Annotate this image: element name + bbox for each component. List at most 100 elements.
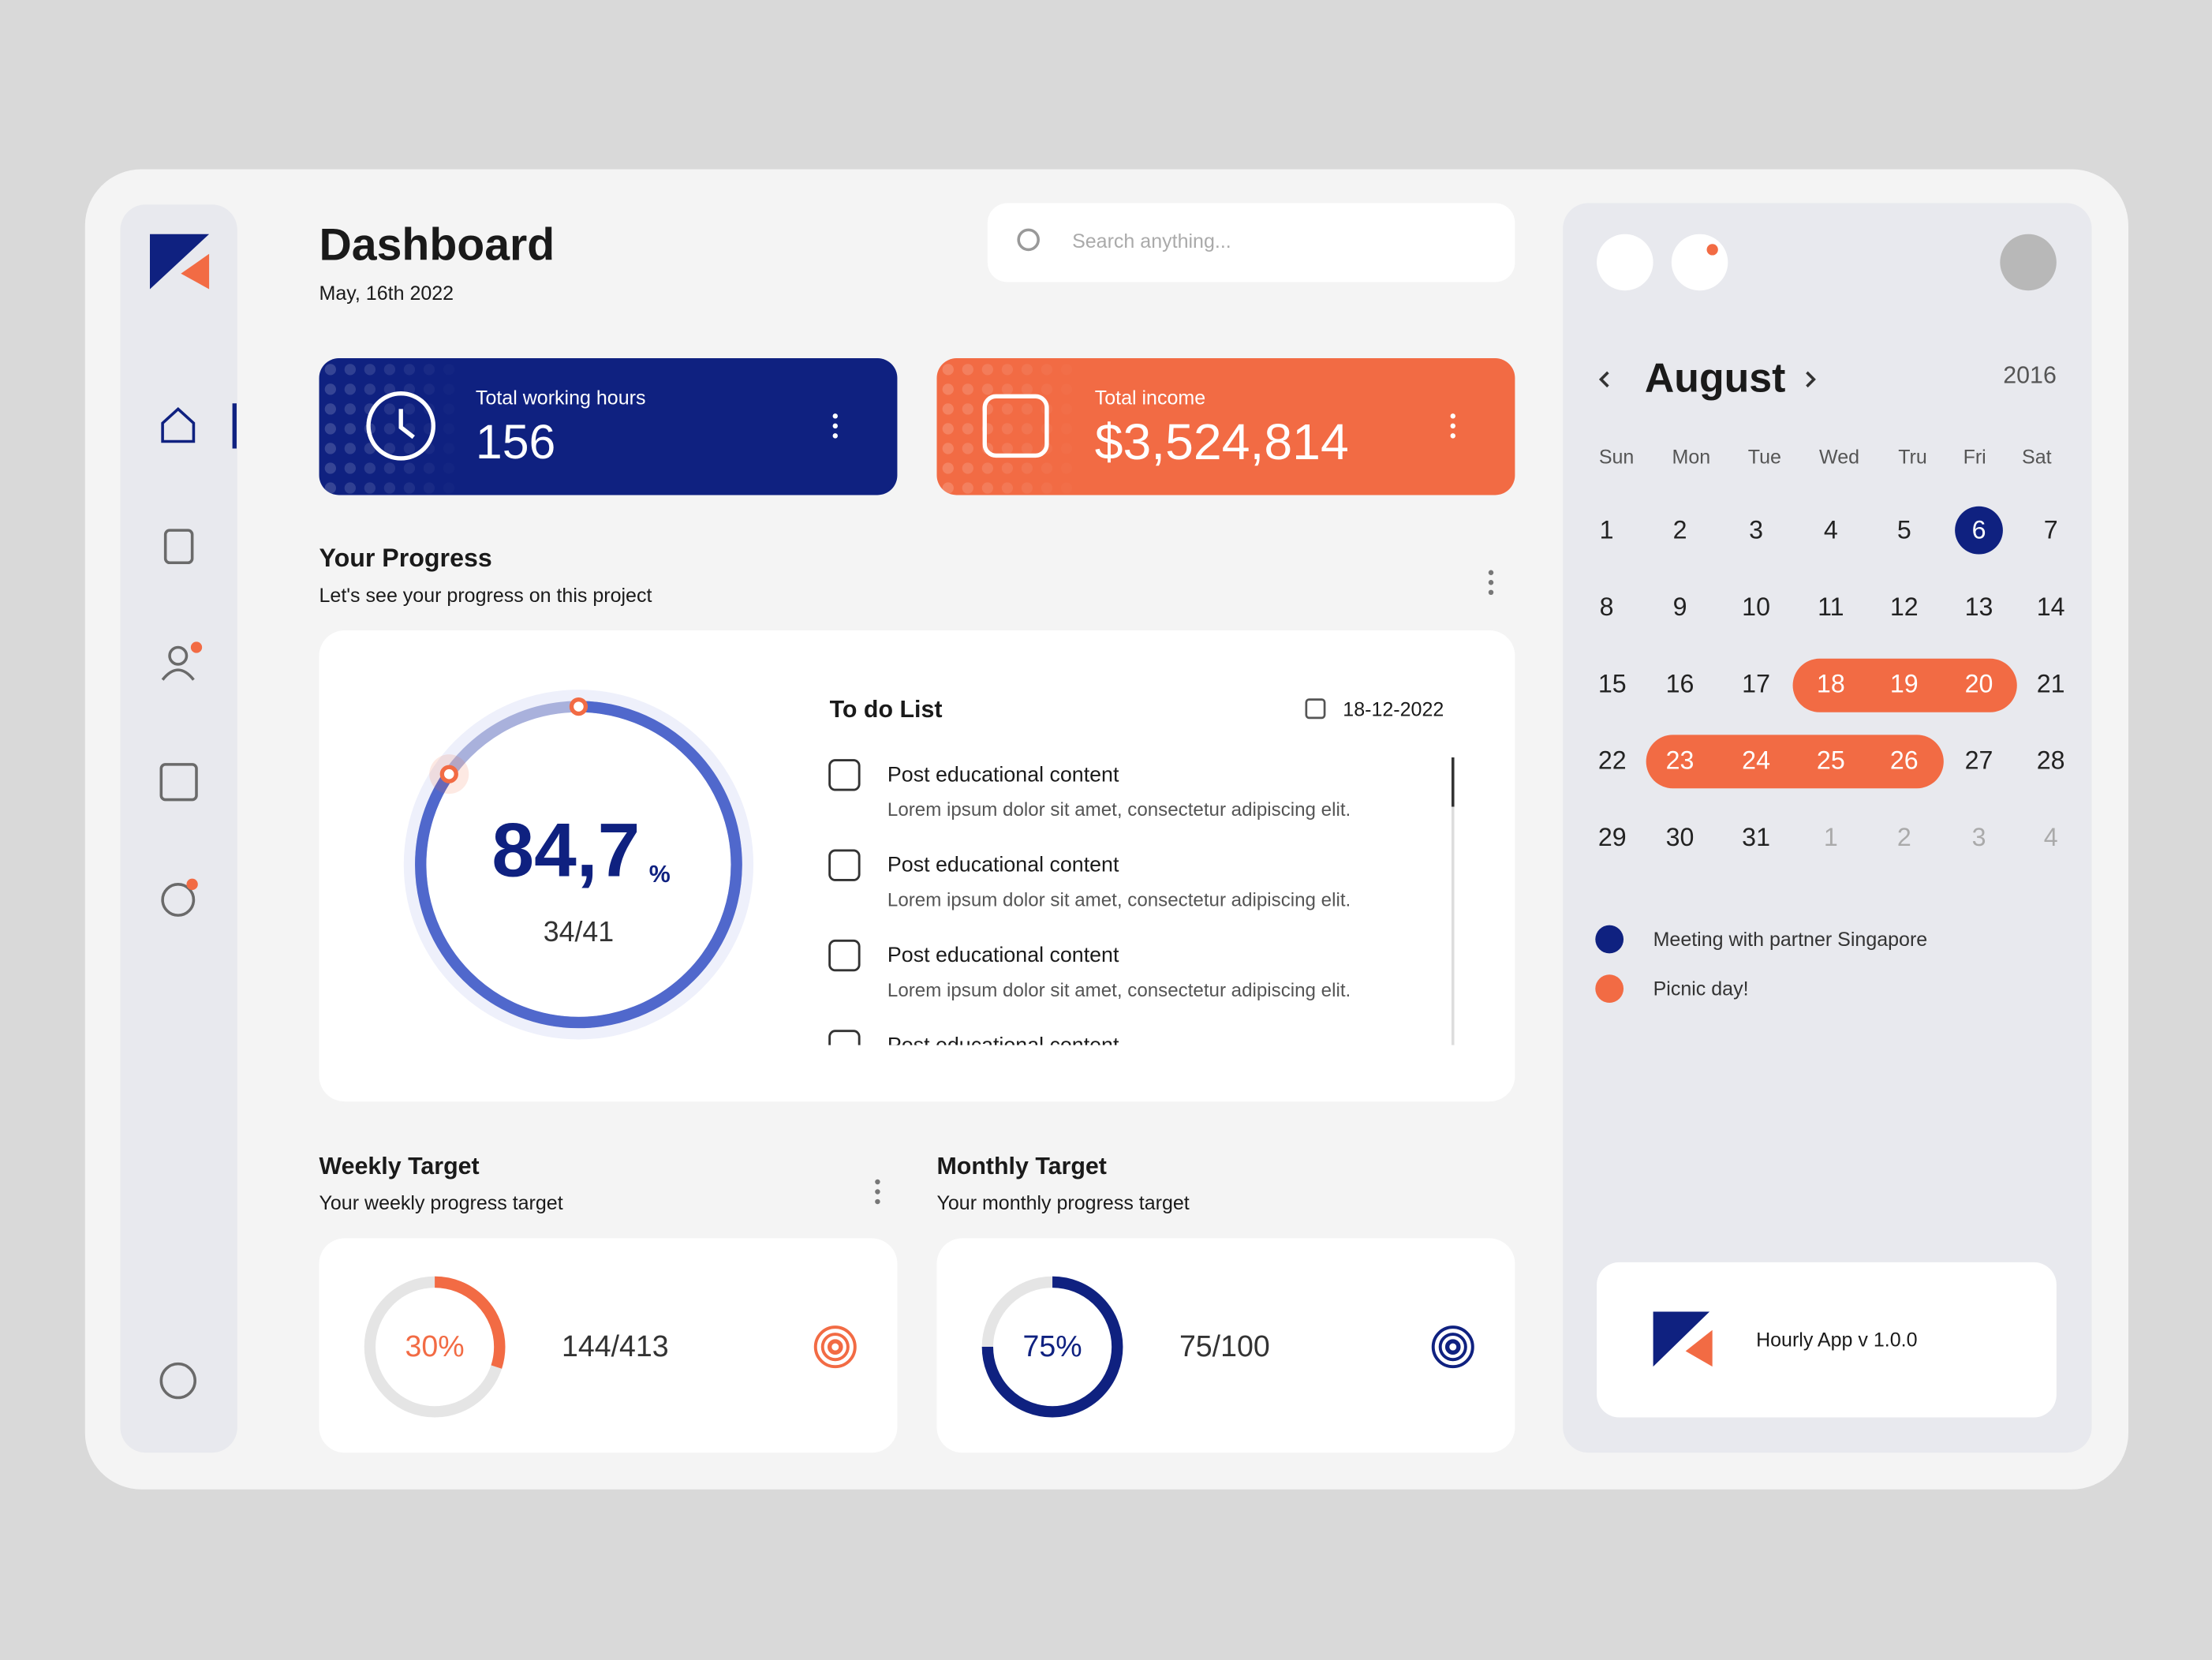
calendar-day[interactable]: 3 (1972, 823, 1986, 851)
calendar-day[interactable]: 18 (1817, 669, 1845, 697)
calendar-day[interactable]: 30 (1666, 823, 1694, 851)
menu-dot (1450, 423, 1455, 429)
todo-checkbox[interactable] (828, 849, 861, 881)
calendar-year: 2016 (2003, 361, 2057, 388)
calendar-day[interactable]: 8 (1600, 593, 1614, 621)
pattern-dot (423, 383, 435, 395)
calendar-day[interactable]: 14 (2037, 593, 2065, 621)
clock-hands (398, 409, 415, 439)
pattern-dot (344, 423, 356, 435)
target-icon (820, 1333, 850, 1362)
calendar-day[interactable]: 1 (1600, 515, 1614, 544)
calendar-day[interactable]: 6 (1972, 515, 1986, 544)
pattern-dot (443, 462, 454, 473)
avatar[interactable] (2000, 234, 2057, 291)
calendar-day[interactable]: 16 (1666, 669, 1694, 697)
menu-dot (875, 1189, 880, 1195)
calendar-day[interactable]: 10 (1742, 593, 1770, 621)
app-version: Hourly App v 1.0.0 (1756, 1329, 1917, 1352)
pattern-dot (942, 403, 954, 415)
calendar-day[interactable]: 2 (1673, 515, 1687, 544)
pattern-dot (1001, 482, 1014, 494)
next-month[interactable] (1806, 371, 1816, 388)
prev-month[interactable] (1598, 371, 1609, 388)
calendar-day[interactable]: 21 (2037, 669, 2065, 697)
calendar-day[interactable]: 4 (2044, 823, 2058, 851)
calendar-day[interactable]: 28 (2037, 746, 2065, 775)
more-menu[interactable] (1488, 570, 1494, 596)
calendar-day[interactable]: 27 (1965, 746, 1993, 775)
nav-logout[interactable] (159, 1362, 197, 1400)
calendar-day[interactable]: 3 (1749, 515, 1763, 544)
more-menu[interactable] (1450, 413, 1455, 439)
pattern-dot (1021, 383, 1033, 395)
pattern-dot (1021, 443, 1033, 454)
page-date: May, 16th 2022 (319, 282, 454, 305)
calendar-day[interactable]: 1 (1824, 823, 1838, 851)
calendar-day[interactable]: 20 (1965, 669, 1993, 697)
calendar-day[interactable]: 25 (1817, 746, 1845, 775)
pattern-dot (443, 364, 454, 375)
nav-settings[interactable] (161, 883, 196, 917)
calendar-day[interactable]: 9 (1673, 593, 1687, 621)
target-icon (813, 1325, 857, 1369)
pattern-dot (942, 423, 954, 435)
team-badge (190, 641, 203, 653)
progress-start (569, 697, 588, 716)
calendar-day[interactable]: 15 (1598, 669, 1627, 697)
message-badge (1706, 244, 1718, 256)
todo-checkbox[interactable] (828, 1030, 861, 1061)
nav-home[interactable] (161, 406, 196, 443)
range-highlight (1646, 735, 1944, 789)
calendar-day[interactable]: 12 (1890, 593, 1919, 621)
target-arc (981, 1276, 1123, 1418)
clock-icon (366, 391, 435, 461)
notification-button[interactable] (1597, 234, 1653, 291)
todo-checkbox[interactable] (828, 759, 861, 791)
pattern-dot (942, 482, 954, 494)
nav-calendar[interactable] (159, 763, 198, 802)
pattern-dot (1021, 423, 1033, 435)
target-percent: 75% (1023, 1329, 1082, 1363)
calendar-day[interactable]: 29 (1598, 823, 1627, 851)
pattern-dot (403, 462, 416, 474)
message-button[interactable] (1671, 234, 1728, 291)
calendar-day[interactable]: 17 (1742, 669, 1770, 697)
pattern-dot (403, 364, 416, 376)
calendar-day[interactable]: 26 (1890, 746, 1919, 775)
team-body (161, 668, 195, 681)
target-icon (1438, 1333, 1467, 1362)
pattern-dot (1041, 462, 1053, 474)
calendar-day[interactable]: 24 (1742, 746, 1770, 775)
calendar-day[interactable]: 4 (1824, 515, 1838, 544)
calendar-day[interactable]: 5 (1897, 515, 1911, 544)
ring-face (426, 712, 731, 1017)
calendar-day[interactable]: 2 (1897, 823, 1911, 851)
calendar-day[interactable]: 19 (1890, 669, 1919, 697)
pattern-dot (344, 364, 356, 376)
weekday: Tue (1748, 447, 1781, 469)
nav-team[interactable] (161, 645, 195, 681)
more-menu[interactable] (832, 413, 838, 439)
pattern-dot (1001, 403, 1014, 415)
calendar-day[interactable]: 22 (1598, 746, 1627, 775)
calendar-day[interactable]: 13 (1965, 593, 1993, 621)
todo-checkbox[interactable] (828, 939, 861, 972)
range-highlight (1792, 658, 2017, 712)
menu-dot (1488, 570, 1494, 575)
more-menu[interactable] (875, 1179, 880, 1205)
menu-dot (1488, 580, 1494, 585)
todo-item-title: Post educational content (887, 1033, 1119, 1056)
pattern-dot (403, 443, 416, 454)
search-box[interactable] (987, 203, 1515, 282)
pattern-dot (324, 423, 336, 435)
pattern-dot (324, 462, 336, 474)
calendar-day[interactable]: 11 (1818, 593, 1844, 621)
calendar-day[interactable]: 23 (1666, 746, 1694, 775)
nav-tasks[interactable] (163, 529, 194, 565)
calendar-day[interactable]: 31 (1742, 823, 1770, 851)
calendar-day[interactable]: 7 (2044, 515, 2058, 544)
pattern-dot (1041, 364, 1053, 376)
pattern-dot (942, 443, 954, 454)
pattern-dot (962, 443, 973, 454)
